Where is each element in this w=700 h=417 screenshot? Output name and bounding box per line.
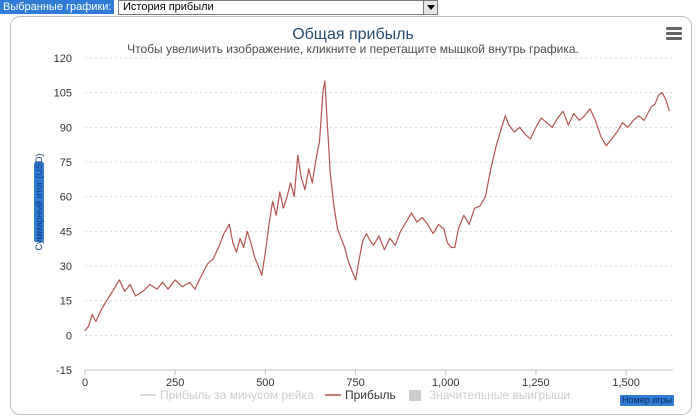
chart-title: Общая прибыль [292,26,414,43]
hamburger-icon-bar [666,37,682,40]
grid-lines [85,57,673,371]
chart-type-select-value: История прибыли [123,1,214,13]
chart-subtitle: Чтобы увеличить изображение, кликните и … [127,42,579,56]
chart-selector-bar: Выбранные графики: История прибыли [0,0,700,16]
legend-item[interactable]: Прибыль за минусом рейка [160,388,314,402]
y-axis-title: Суммарный итог (USD) [34,153,44,251]
y-tick-label: 120 [54,53,72,65]
x-axis-ticks: 0 250 500 750 1,000 1,250 1,500 [82,370,640,389]
hamburger-icon[interactable] [666,27,682,30]
x-tick-label: 1,250 [522,377,550,389]
hamburger-icon-bar [666,32,682,35]
x-tick-label: 750 [346,377,364,389]
x-axis-title: Номер игры [620,395,674,406]
x-tick-label: 250 [166,377,184,389]
y-tick-label: 0 [66,330,72,342]
y-axis-ticks: 120 105 90 75 60 45 30 15 0 -15 [54,53,72,377]
legend: Прибыль за минусом рейка Прибыль Значитель… [140,388,570,402]
chevron-down-icon[interactable] [423,1,437,14]
series-line-profit[interactable] [84,80,670,332]
y-tick-label: 45 [60,226,72,238]
y-tick-label: 90 [60,122,72,134]
selected-charts-label: Выбранные графики: [0,0,115,14]
chart-container[interactable] [10,16,692,415]
chart-type-select[interactable]: История прибыли [118,0,438,15]
x-tick-label: 1,000 [432,377,460,389]
y-tick-label: 30 [60,261,72,273]
y-tick-label: -15 [56,365,72,377]
legend-item[interactable]: Значительные выигрыши [429,388,570,402]
y-axis-title-text: Суммарный итог (USD) [34,153,44,251]
y-tick-label: 75 [60,157,72,169]
y-tick-label: 60 [60,192,72,204]
y-tick-label: 15 [60,296,72,308]
legend-square-marker [409,390,421,401]
x-tick-label: 500 [256,377,274,389]
x-tick-label: 1,500 [612,377,640,389]
y-tick-label: 105 [54,88,72,100]
x-tick-label: 0 [82,377,88,389]
chart-menu-button[interactable] [666,27,682,41]
legend-item[interactable]: Прибыль [345,388,396,402]
series-layer [84,80,670,332]
